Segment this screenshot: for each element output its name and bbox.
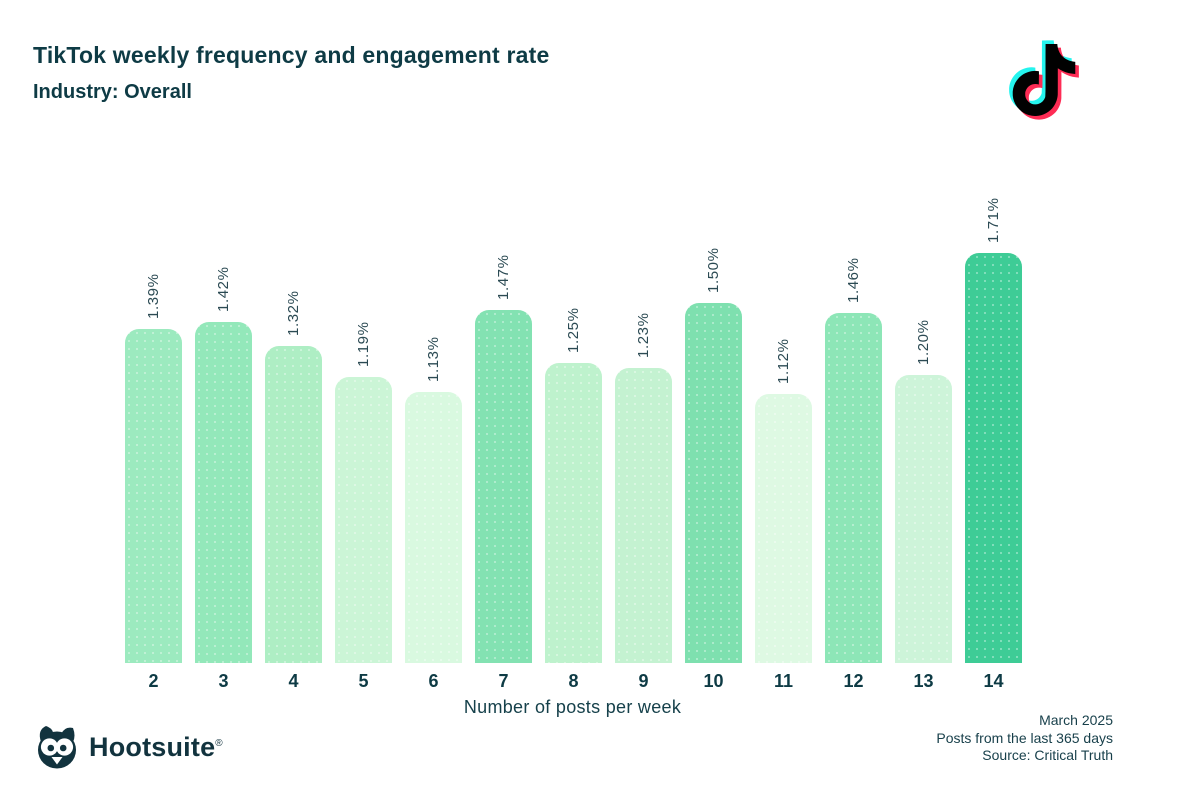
note-source: Source: Critical Truth — [982, 747, 1113, 763]
bar-5 — [335, 377, 392, 663]
bar-value-label: 1.23% — [635, 312, 652, 358]
bar-2 — [125, 329, 182, 663]
bar-value-label: 1.13% — [425, 336, 442, 382]
header: TikTok weekly frequency and engagement r… — [33, 42, 549, 104]
note-date: March 2025 — [1039, 712, 1113, 728]
bar-value-label: 1.71% — [985, 197, 1002, 243]
registered-mark: ® — [215, 737, 223, 749]
bar-value-label: 1.39% — [145, 273, 162, 319]
x-tick-label: 11 — [773, 671, 794, 691]
bar-7 — [475, 310, 532, 663]
bar-value-label: 1.42% — [215, 266, 232, 312]
note-range: Posts from the last 365 days — [936, 729, 1113, 746]
x-tick-label: 3 — [218, 671, 229, 691]
bar-value-label: 1.32% — [285, 290, 302, 336]
x-tick-label: 8 — [568, 671, 579, 691]
x-tick-label: 10 — [703, 671, 724, 691]
tiktok-note-icon — [1009, 40, 1079, 120]
owl-icon — [38, 726, 76, 769]
x-tick-label: 7 — [498, 671, 509, 691]
source-notes: March 2025 Posts from the last 365 days … — [936, 712, 1113, 765]
x-axis-title: Number of posts per week — [463, 697, 682, 717]
page-title: TikTok weekly frequency and engagement r… — [33, 42, 550, 68]
x-tick-label: 9 — [638, 671, 649, 691]
bar-value-label: 1.47% — [495, 254, 512, 300]
bar-13 — [895, 375, 952, 663]
page-subtitle: Industry: Overall — [33, 81, 192, 103]
brand-wordmark: Hootsuite — [89, 731, 216, 762]
bar-value-label: 1.12% — [775, 338, 792, 384]
x-tick-label: 6 — [428, 671, 439, 691]
bar-4 — [265, 346, 322, 663]
x-tick-label: 4 — [288, 671, 299, 691]
bar-value-label: 1.20% — [915, 319, 932, 365]
brand-name: Hootsuite® — [89, 732, 223, 763]
bar-9 — [615, 368, 672, 663]
tiktok-logo-icon — [1002, 36, 1086, 124]
bar-11 — [755, 394, 812, 663]
x-tick-label: 13 — [913, 671, 934, 691]
x-tick-label: 12 — [843, 671, 864, 691]
bar-6 — [405, 392, 462, 663]
bar-14 — [965, 253, 1022, 663]
x-tick-label: 5 — [358, 671, 369, 691]
bar-value-label: 1.46% — [845, 257, 862, 303]
bar-value-label: 1.19% — [355, 321, 372, 367]
hootsuite-logo: Hootsuite® — [33, 725, 223, 769]
bar-value-label: 1.50% — [705, 247, 722, 293]
x-tick-label: 14 — [983, 671, 1004, 691]
bar-8 — [545, 363, 602, 663]
bar-3 — [195, 322, 252, 663]
x-tick-label: 2 — [148, 671, 159, 691]
bar-value-label: 1.25% — [565, 307, 582, 353]
bar-12 — [825, 313, 882, 663]
bar-10 — [685, 303, 742, 663]
